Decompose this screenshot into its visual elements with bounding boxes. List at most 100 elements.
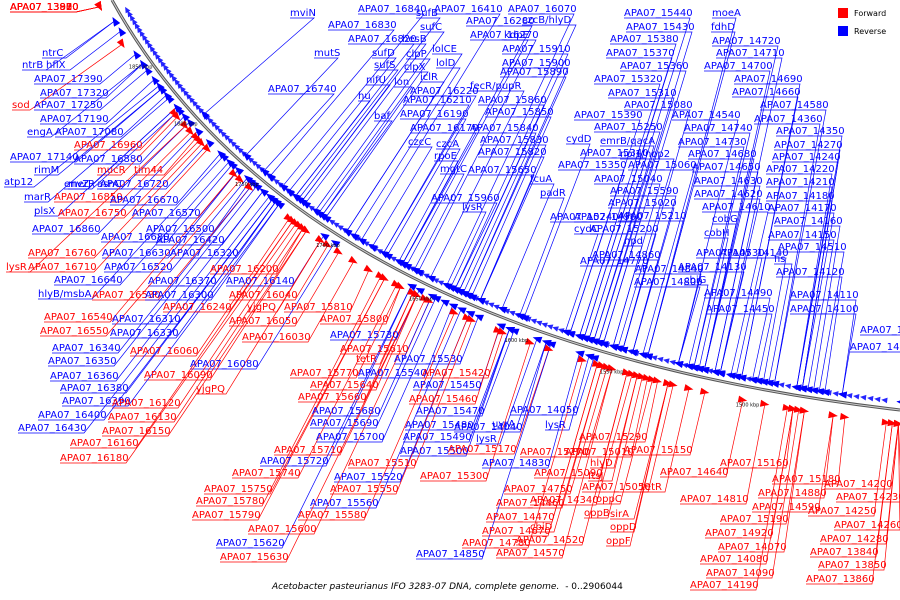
gene-label[interactable]: APA07_14060 <box>860 325 900 336</box>
gene-label[interactable]: APA07_15240 <box>550 212 619 223</box>
gene-label[interactable]: APA07_14660 <box>732 87 801 98</box>
gene-label[interactable]: APA07_15420 <box>422 368 491 379</box>
gene-label[interactable]: APA07_15430 <box>626 22 695 33</box>
gene-label[interactable]: rpoE <box>434 151 457 162</box>
gene-label[interactable]: lysR <box>476 434 497 445</box>
gene-label[interactable]: APA07_15320 <box>594 74 663 85</box>
gene-label[interactable]: APA07_16550 <box>40 326 109 337</box>
gene-label[interactable]: mviN <box>290 8 316 19</box>
gene-label[interactable]: APA07_17140 <box>10 152 79 163</box>
gene-label[interactable]: APA07_15340 <box>580 148 649 159</box>
gene-label[interactable]: APA07_16310 <box>112 314 181 325</box>
gene-label[interactable]: APA07_15170 <box>448 444 517 455</box>
gene-label[interactable]: fdhD <box>711 22 735 33</box>
gene-label[interactable]: APA07_16500 <box>146 224 215 235</box>
gene-label[interactable]: APA07_16750 <box>58 208 127 219</box>
gene-label[interactable]: APA07_14800 <box>634 277 703 288</box>
gene-label[interactable]: APA07_15770 <box>290 368 359 379</box>
gene-label[interactable]: APA07_14150 <box>768 230 837 241</box>
gene-label[interactable]: marR <box>24 192 51 203</box>
gene-label[interactable]: APA07_16390 <box>62 396 131 407</box>
gene-label[interactable]: APA07_14900 <box>574 212 643 223</box>
gene-label[interactable]: APA07_16520 <box>104 262 173 273</box>
gene-label[interactable]: APA07_14610 <box>702 202 771 213</box>
gene-label[interactable]: hlyD <box>590 458 613 469</box>
gene-label[interactable]: czcB/hlyD <box>522 15 572 26</box>
gene-label[interactable]: APA07_16850 <box>54 192 123 203</box>
gene-label[interactable]: APA07_14100 <box>790 304 859 315</box>
gene-label[interactable]: APA07_14140 <box>720 248 789 259</box>
gene-label[interactable]: APA07_14270 <box>774 140 843 151</box>
gene-label[interactable]: APA07_16410 <box>434 4 503 15</box>
gene-label[interactable]: APA07_14340 <box>530 495 599 506</box>
gene-label[interactable]: APA07_14780 <box>462 538 531 549</box>
gene-label[interactable]: APA07_16670 <box>110 195 179 206</box>
gene-label[interactable]: APA07_16400 <box>38 410 107 421</box>
gene-label[interactable]: APA07_15080 <box>624 100 693 111</box>
gene-label[interactable]: APA07_14860 <box>592 250 661 261</box>
gene-label[interactable]: cydD <box>566 134 592 145</box>
gene-label[interactable]: tetR <box>356 354 377 365</box>
gene-label[interactable]: APA07_15440 <box>624 8 693 19</box>
gene-label[interactable]: APA07_16820 <box>348 34 417 45</box>
gene-label[interactable]: APA07_13870 <box>10 2 79 13</box>
gene-label[interactable]: atp12 <box>4 177 33 188</box>
gene-label[interactable]: APA07_15810 <box>284 302 353 313</box>
gene-label[interactable]: APA07_13910 <box>10 2 79 13</box>
gene-label[interactable]: APA07_15160 <box>720 458 789 469</box>
gene-label[interactable]: uvrA <box>492 419 515 430</box>
gene-label[interactable]: APA07_14230 <box>836 492 900 503</box>
gene-label[interactable]: APA07_16340 <box>52 343 121 354</box>
gene-label[interactable]: APA07_14730 <box>678 137 747 148</box>
gene-label[interactable]: hlyB/msbA <box>38 289 92 300</box>
gene-label[interactable]: oppB <box>584 508 610 519</box>
gene-label[interactable]: APA07_15520 <box>334 472 403 483</box>
gene-label[interactable]: APA07_14080 <box>700 554 769 565</box>
gene-label[interactable]: APA07_15060 <box>628 160 697 171</box>
gene-label[interactable]: APA07_16280 <box>466 16 535 27</box>
gene-label[interactable]: APA07_14630 <box>694 176 763 187</box>
gene-label[interactable]: APA07_14530 <box>696 248 765 259</box>
gene-label[interactable]: oppC <box>596 494 622 505</box>
gene-label[interactable]: APA07_14590 <box>752 502 821 513</box>
gene-label[interactable]: nol1/nop2 <box>620 149 670 160</box>
gene-label[interactable]: APA07_15830 <box>480 135 549 146</box>
gene-label[interactable]: APA07_14540 <box>672 110 741 121</box>
gene-label[interactable]: APA07_16360 <box>50 371 119 382</box>
gene-label[interactable]: APA07_15690 <box>310 418 379 429</box>
gene-label[interactable]: APA07_15750 <box>204 484 273 495</box>
gene-label[interactable]: APA07_16040 <box>229 290 298 301</box>
gene-label[interactable]: APA07_16130 <box>108 412 177 423</box>
gene-label[interactable]: lysR <box>6 262 27 273</box>
gene-label[interactable]: APA07_14210 <box>766 177 835 188</box>
gene-label[interactable]: APA07_16180 <box>60 453 129 464</box>
gene-label[interactable]: APA07_14040 <box>454 422 523 433</box>
gene-label[interactable]: APA07_15300 <box>420 471 489 482</box>
gene-label[interactable]: APA07_17320 <box>40 88 109 99</box>
gene-label[interactable]: APA07_15360 <box>620 61 689 72</box>
gene-label[interactable]: npd <box>624 236 643 247</box>
gene-label[interactable]: APA07_16330 <box>110 328 179 339</box>
gene-label[interactable]: mgtC <box>440 164 467 175</box>
gene-label[interactable]: APA07_14700 <box>704 61 773 72</box>
gene-label[interactable]: APA07_16300 <box>145 290 214 301</box>
gene-label[interactable]: APA07_16320 <box>170 248 239 259</box>
gene-label[interactable]: APA07_14720 <box>712 36 781 47</box>
gene-label[interactable]: APA07_15660 <box>298 392 367 403</box>
gene-label[interactable]: APA07_15210 <box>618 211 687 222</box>
gene-label[interactable]: APA07_15610 <box>340 344 409 355</box>
gene-label[interactable]: kdpE <box>504 30 529 41</box>
gene-label[interactable]: iclR <box>420 72 438 83</box>
gene-label[interactable]: APA07_15580 <box>298 510 367 521</box>
gene-label[interactable]: APA07_14050 <box>510 405 579 416</box>
gene-label[interactable]: APA07_16060 <box>130 346 199 357</box>
gene-label[interactable]: APA07_15250 <box>594 122 663 133</box>
gene-label[interactable]: APA07_14240 <box>772 152 841 163</box>
gene-label[interactable]: APA07_15470 <box>416 406 485 417</box>
gene-label[interactable]: APA07_16350 <box>48 356 117 367</box>
gene-label[interactable]: APA07_14350 <box>776 126 845 137</box>
gene-label[interactable]: APA07_14440 <box>850 342 900 353</box>
gene-label[interactable]: APA07_14650 <box>692 162 761 173</box>
gene-label[interactable]: APA07_15180 <box>772 474 841 485</box>
gene-label[interactable]: APA07_14470 <box>486 512 555 523</box>
